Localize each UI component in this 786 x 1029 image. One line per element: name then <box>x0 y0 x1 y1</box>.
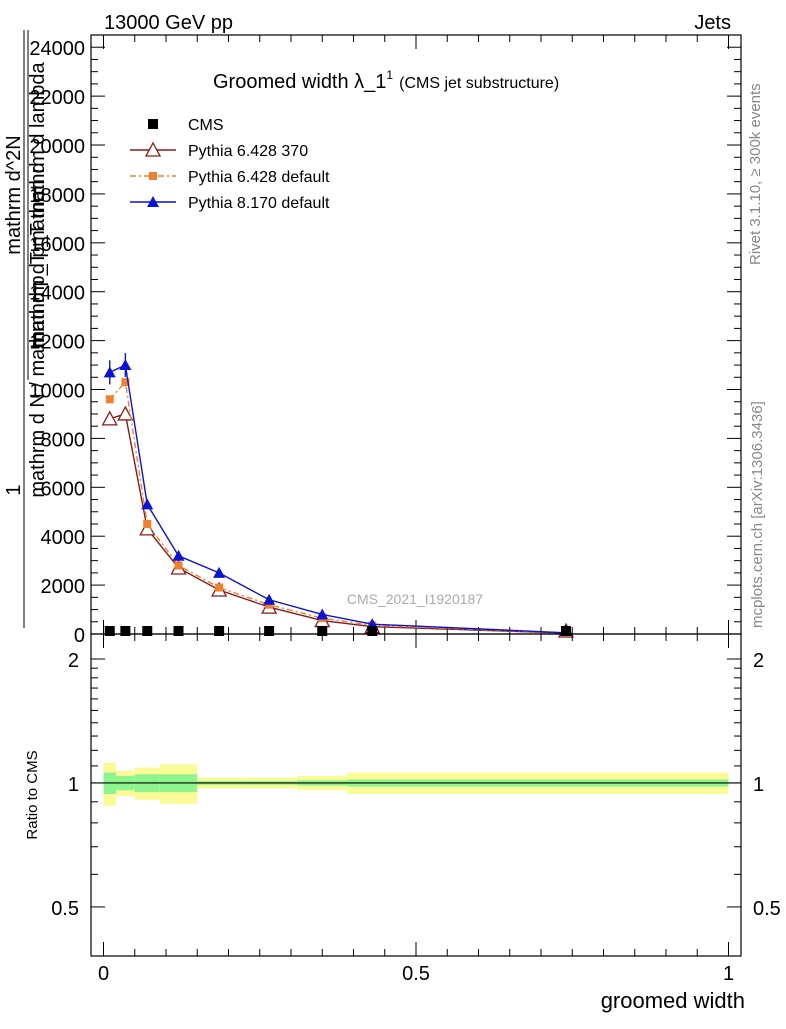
data-point <box>101 410 118 426</box>
series-line <box>109 413 567 634</box>
y-tick-label: 22000 <box>29 87 85 109</box>
legend-item: Pythia 6.428 370 <box>130 141 308 160</box>
ratio-tick-label: 2 <box>68 650 79 672</box>
x-tick-label: 0 <box>98 963 109 985</box>
y-axis-label: 1 mathrm d N / mathrm d p_T mathrm d mat… <box>3 30 49 628</box>
data-point <box>119 359 132 371</box>
data-point <box>316 608 329 620</box>
data-point <box>215 583 224 592</box>
data-point <box>367 626 378 636</box>
x-axis-label: groomed width <box>601 988 745 1013</box>
data-point <box>172 549 185 561</box>
data-point <box>103 366 116 378</box>
data-point <box>213 566 226 578</box>
series-line <box>109 364 567 634</box>
y-label-numerator-top: mathrm d^2N <box>3 135 25 254</box>
y-tick-label: 14000 <box>29 283 85 305</box>
data-point <box>117 405 134 421</box>
legend-marker <box>148 119 158 129</box>
data-point <box>142 626 153 636</box>
data-point <box>214 626 225 636</box>
data-point <box>263 593 276 605</box>
legend-label: Pythia 8.170 default <box>188 195 330 212</box>
ratio-axis-label: Ratio to CMS <box>24 750 41 839</box>
ratio-frame <box>90 633 742 957</box>
y-tick-label: 20000 <box>29 136 85 158</box>
legend-marker <box>149 172 157 180</box>
y-tick-label: 4000 <box>41 527 86 549</box>
data-point <box>264 626 275 636</box>
legend-marker <box>147 196 159 207</box>
legend: CMS Pythia 6.428 370 Pythia 6.428 default P… <box>130 117 330 212</box>
y-tick-label: 24000 <box>29 38 85 60</box>
data-point <box>317 626 328 636</box>
series-2 <box>105 378 570 635</box>
legend-item: Pythia 6.428 default <box>130 169 330 186</box>
legend-label: Pythia 6.428 default <box>188 169 330 186</box>
y-label-denominator: mathrm d N / mathrm d p_T mathrm d <box>27 162 49 497</box>
main-panel: 0 2000 4000 6000 8000 10000 12000 14000 16000 180… <box>29 35 741 647</box>
data-point <box>143 519 152 528</box>
series-0 <box>104 626 571 636</box>
y-tick-label: 12000 <box>29 332 85 354</box>
legend-item: Pythia 8.170 default <box>130 195 330 212</box>
y-label-one: 1 <box>3 484 25 495</box>
ratio-tick-label: 0.5 <box>51 898 79 920</box>
chart-title: Groomed width λ_11 (CMS jet substructure) <box>213 68 559 93</box>
chart-title-main: Groomed width λ_1 <box>213 71 386 93</box>
y-tick-label: 10000 <box>29 381 85 403</box>
data-point <box>561 626 571 636</box>
series-3 <box>103 353 572 636</box>
ratio-tick-label-right: 0.5 <box>753 898 781 920</box>
legend-marker <box>144 141 162 157</box>
analysis-watermark: CMS_2021_I1920187 <box>347 591 483 607</box>
x-tick-label: 0.5 <box>402 963 430 985</box>
y-tick-label: 6000 <box>41 478 86 500</box>
y-tick-label: 8000 <box>41 429 86 451</box>
data-point <box>141 498 154 510</box>
x-tick-label: 1 <box>723 963 734 985</box>
ratio-tick-label-right: 1 <box>753 774 764 796</box>
legend-item: CMS <box>148 117 224 134</box>
y-tick-label: 0 <box>74 625 85 647</box>
data-point <box>173 626 184 636</box>
rivet-info: Rivet 3.1.10, ≥ 300k events <box>747 83 764 265</box>
data-point <box>104 626 115 636</box>
series-1 <box>101 405 575 638</box>
energy-label: 13000 GeV pp <box>104 12 233 34</box>
legend-label: Pythia 6.428 370 <box>188 143 308 160</box>
y-tick-label: 18000 <box>29 185 85 207</box>
data-point <box>120 626 131 636</box>
chart-title-suffix: (CMS jet substructure) <box>399 75 559 92</box>
data-point <box>105 395 114 404</box>
ratio-panel: 0 0.5 1 0.5 0.5 1 1 2 2 <box>51 634 781 985</box>
process-label: Jets <box>694 12 731 34</box>
chart-title-sup: 1 <box>386 68 393 82</box>
y-tick-label: 16000 <box>29 234 85 256</box>
data-point <box>121 378 130 387</box>
y-tick-label: 2000 <box>41 576 86 598</box>
ratio-tick-label: 1 <box>68 774 79 796</box>
series-line <box>109 380 567 634</box>
mcplots-info: mcplots.cern.ch [arXiv:1306.3436] <box>749 401 766 628</box>
data-point <box>174 561 183 570</box>
y-label-numerator-bottom: mathrm d p_T mathrm d lambda <box>27 61 49 347</box>
legend-label: CMS <box>188 117 224 134</box>
ratio-tick-label-right: 2 <box>753 650 764 672</box>
